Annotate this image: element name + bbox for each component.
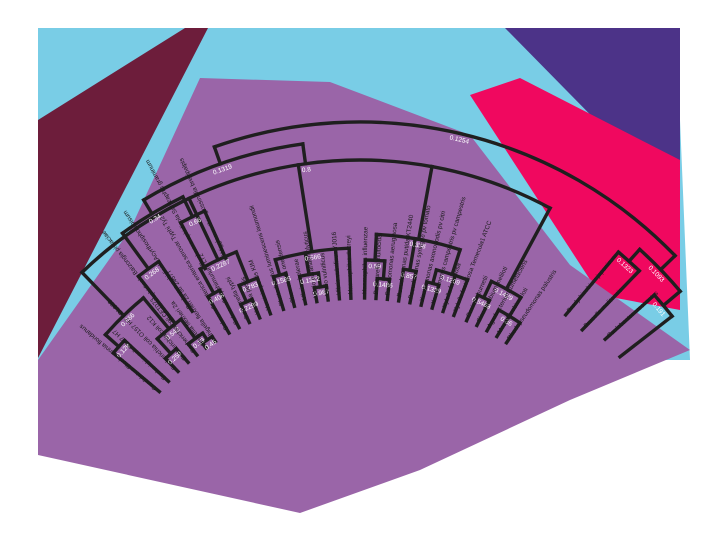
tree-branch-78 [464, 292, 481, 323]
tree-branch-42 [271, 274, 286, 312]
tree-branch-102 [658, 253, 678, 273]
tree-branch-39 [234, 249, 251, 284]
tree-branch-15 [173, 346, 191, 365]
tree-branch-75 [449, 247, 463, 277]
tree-branch-100 [661, 288, 683, 308]
tree-branch-88 [504, 205, 553, 292]
tree-branch-77 [416, 164, 434, 242]
tree-branch-47 [312, 285, 319, 304]
tree-branch-28 [79, 269, 127, 319]
tree-branch-45 [273, 257, 282, 278]
node-support-label: 0.8 [301, 166, 311, 174]
tree-branch-103 [212, 120, 678, 259]
node-support-label: 0.1254 [449, 134, 470, 145]
tree-branch-13 [103, 332, 122, 349]
tree-branch-81 [481, 279, 494, 300]
tree-branch-17 [154, 336, 174, 357]
tree-branch-54 [347, 246, 353, 300]
tree-branch-96 [626, 246, 643, 264]
tree-branch-43 [283, 271, 297, 309]
tree-branch-24 [178, 316, 198, 341]
tree-branch-79 [474, 298, 492, 328]
tree-branch-64 [396, 267, 406, 303]
tree-branch-30 [217, 288, 242, 330]
tree-branch-53 [333, 247, 342, 301]
tree-branch-5 [202, 208, 229, 261]
node-support-label: 0.338 [409, 241, 427, 251]
tree-branch-83 [494, 313, 512, 339]
tree-branch-61 [381, 259, 387, 281]
tree-branch-56 [296, 162, 314, 254]
leaf-species-label: Haemophilus influenzae [361, 226, 369, 294]
tree-branch-97 [602, 292, 657, 342]
tree-branch-14 [163, 356, 181, 374]
tree-branch-71 [430, 267, 439, 286]
tree-branch-18 [185, 341, 200, 358]
tree-branch-93 [563, 249, 621, 318]
tree-branch-1 [156, 259, 195, 314]
tree-branches [79, 120, 683, 394]
tree-branch-59 [385, 277, 392, 302]
tree-branch-11 [122, 337, 171, 384]
tree-branch-94 [579, 268, 642, 333]
tree-branch-46 [297, 274, 308, 306]
leaf-species-label: Haemophilus ducreyi [345, 235, 354, 294]
tree-branch-63 [373, 232, 379, 263]
tree-branch-58 [374, 276, 379, 301]
leaf-species-label: Pasteurella multocida [373, 234, 384, 295]
tree-branch-50 [316, 271, 323, 289]
tree-branch-52 [303, 250, 311, 277]
tree-branch-0 [136, 273, 178, 326]
tree-branch-72 [440, 273, 458, 314]
tree-branch-34 [249, 297, 262, 321]
magenta-clade-region [470, 78, 680, 310]
node-support-label: 0.1486 [373, 281, 394, 290]
tree-branch-33 [238, 302, 252, 325]
tree-branch-57 [362, 258, 367, 300]
tree-branch-48 [324, 284, 330, 302]
node-support-label: 0.1322 [300, 276, 321, 286]
tree-branch-9 [141, 197, 155, 217]
tree-branch-68 [419, 279, 429, 308]
tree-branch-41 [186, 196, 221, 263]
tree-branch-4 [178, 220, 208, 271]
node-support-label: 0.666 [304, 253, 322, 262]
tree-branch-29 [205, 294, 232, 336]
tree-branch-84 [504, 320, 523, 346]
tree-branch-69 [430, 282, 441, 311]
maroon-clade-region [38, 28, 208, 358]
node-support-label: 0.987 [313, 289, 330, 298]
tree-branch-73 [451, 277, 470, 318]
tree-branch-67 [407, 236, 418, 273]
tree-branch-36 [236, 283, 249, 305]
tree-branch-10 [110, 350, 162, 394]
tree-branch-3 [120, 230, 151, 272]
tree-branch-32 [197, 266, 217, 296]
node-support-label: 0.59 [368, 263, 381, 271]
node-support-label: 0.857 [400, 272, 418, 282]
tree-branch-82 [484, 307, 502, 334]
tree-branch-86 [507, 295, 524, 319]
node-support-label: 0.1329 [421, 284, 442, 296]
tree-branch-98 [617, 313, 675, 360]
tree-branch-37 [255, 275, 273, 316]
tree-branch-26 [141, 295, 172, 332]
tree-branch-92 [212, 144, 223, 167]
leaf-species-label: Vibrio vulnificus YJ016 [331, 231, 343, 295]
tree-branch-90 [300, 141, 308, 166]
tree-branch-65 [408, 269, 419, 305]
